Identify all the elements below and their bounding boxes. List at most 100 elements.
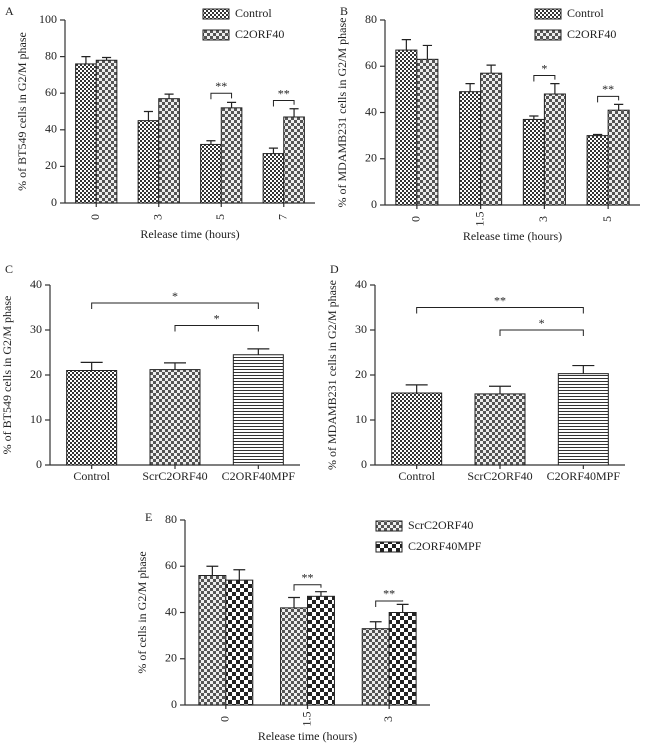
y-tick-label: 10 [30,412,42,426]
x-tick-label: 5 [213,214,227,220]
legend-swatch [202,8,230,20]
significance-label: * [539,316,545,330]
bar [137,120,160,204]
y-tick-label: 20 [165,651,177,665]
x-tick-label: ScrC2ORF40 [142,469,207,483]
y-axis-label: % of cells in G2/M phase [135,551,149,673]
bar [586,135,609,206]
error-bar [550,82,560,94]
error-bar [405,384,428,393]
y-tick-label: 40 [30,277,42,291]
error-bar [164,93,174,99]
legend-label: C2ORF40 [235,27,284,41]
y-tick-label: 60 [165,558,177,572]
bar [200,143,222,204]
significance-bracket [597,95,620,103]
error-bar [80,361,103,371]
significance-label: ** [494,293,506,307]
y-tick-label: 80 [165,512,177,526]
legend-swatch [375,520,403,532]
bar [158,98,180,204]
error-bar [268,147,278,154]
y-tick-label: 40 [165,604,177,618]
y-axis-label: % of BT549 cells in G2/M phase [15,32,29,191]
legend-swatch [375,541,403,553]
y-tick-label: 20 [355,367,367,381]
x-tick-label: 3 [381,716,395,722]
bar [474,393,526,466]
x-tick-label: 3 [151,214,165,220]
y-tick-label: 80 [45,48,57,62]
bar [66,370,118,466]
legend-label: Control [235,6,272,20]
error-bar [164,362,186,370]
error-bar [592,133,603,136]
x-axis-label: Release time (hours) [140,227,239,241]
x-tick-label: 7 [276,214,290,220]
bar [557,373,609,466]
significance-label: * [214,311,220,325]
x-axis-label: Release time (hours) [258,729,357,743]
error-bar [206,565,219,576]
bar [280,607,308,706]
x-tick-label: 0 [218,716,232,722]
bar [416,58,439,206]
bar [480,72,503,206]
significance-bracket [375,600,404,607]
x-tick-label: ScrC2ORF40 [467,469,532,483]
x-tick-label: 0 [409,216,423,222]
y-tick-label: 0 [371,197,377,211]
significance-bracket [210,92,233,100]
significance-label: ** [602,82,614,96]
bar [75,63,97,204]
error-bar [288,596,300,608]
significance-bracket [91,302,259,309]
bar [149,369,201,466]
legend-label: ScrC2ORF40 [408,518,473,532]
y-tick-label: 60 [365,58,377,72]
error-bar [486,64,496,74]
x-tick-label: C2ORF40MPF [222,469,296,483]
error-bar [529,115,539,120]
x-tick-label: Control [73,469,110,483]
significance-label: ** [215,79,227,93]
bar [391,392,443,466]
y-tick-label: 80 [365,12,377,26]
x-tick-label: 3 [536,216,550,222]
bar [459,91,482,206]
error-bar [572,364,595,374]
error-bar [465,82,475,92]
y-tick-label: 0 [51,195,57,209]
error-bar [401,39,411,51]
error-bar [489,385,511,394]
legend-label: Control [567,6,604,20]
legend-label: C2ORF40 [567,27,616,41]
panel-label: D [330,262,339,276]
x-tick-label: 0 [88,214,102,220]
y-axis-label: % of BT549 cells in G2/M phase [0,296,14,455]
bar [361,628,390,706]
bar [232,354,284,466]
y-tick-label: 30 [355,322,367,336]
y-tick-label: 20 [45,158,57,172]
bar [95,59,118,204]
panel-label: E [145,510,152,524]
y-tick-label: 20 [365,151,377,165]
y-axis-label: % of MDAMB231 cells in G2/M phase [335,18,349,208]
y-tick-label: 60 [45,85,57,99]
y-tick-label: 0 [36,457,42,471]
significance-bracket [272,100,295,107]
significance-bracket [174,325,259,332]
error-bar [227,101,237,108]
legend-label: C2ORF40MPF [408,539,482,553]
error-bar [143,110,153,121]
error-bar [206,140,216,145]
panel-label: C [5,262,13,276]
bar [225,579,254,706]
significance-label: * [541,61,547,75]
error-bar [102,56,112,61]
legend-swatch [202,29,230,41]
x-tick-label: 1.5 [472,212,486,227]
bar [283,116,305,204]
significance-bracket [533,75,556,82]
